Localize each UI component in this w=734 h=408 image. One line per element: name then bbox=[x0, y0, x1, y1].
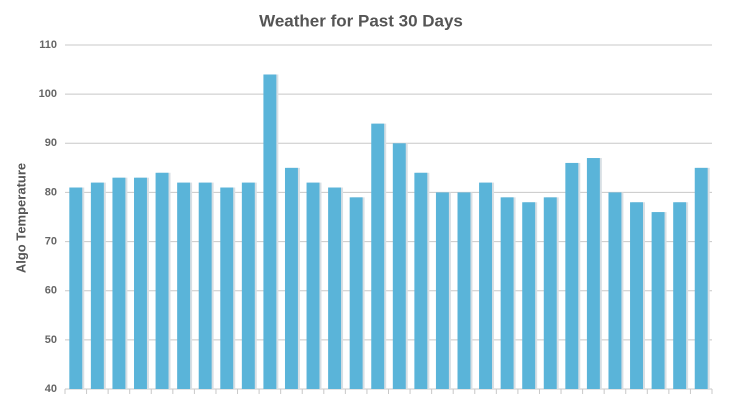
bar bbox=[565, 162, 579, 389]
y-axis-label: Algo Temperature bbox=[13, 163, 28, 273]
bar bbox=[651, 212, 665, 389]
bar bbox=[673, 202, 687, 389]
bar bbox=[608, 192, 622, 389]
bar bbox=[177, 182, 191, 389]
y-tick-label: 110 bbox=[39, 39, 57, 51]
bar bbox=[586, 158, 600, 389]
bar bbox=[543, 197, 557, 389]
bar bbox=[90, 182, 104, 389]
bar bbox=[371, 123, 385, 389]
bar bbox=[328, 187, 342, 389]
y-tick-label: 40 bbox=[45, 383, 57, 395]
bar bbox=[69, 187, 83, 389]
y-tick-label: 70 bbox=[45, 235, 57, 247]
bar bbox=[479, 182, 493, 389]
bar bbox=[155, 172, 169, 389]
chart-title: Weather for Past 30 Days bbox=[259, 11, 463, 30]
bar bbox=[457, 192, 471, 389]
bar bbox=[500, 197, 514, 389]
bar bbox=[263, 74, 277, 389]
bar bbox=[630, 202, 643, 389]
bar bbox=[198, 182, 212, 389]
bar bbox=[306, 182, 320, 389]
bar bbox=[112, 177, 126, 389]
y-tick-label: 60 bbox=[45, 285, 57, 297]
bar bbox=[694, 167, 708, 389]
y-tick-label: 100 bbox=[39, 88, 57, 100]
bar bbox=[284, 167, 298, 389]
y-tick-label: 50 bbox=[45, 334, 57, 346]
bar bbox=[349, 197, 363, 389]
bar bbox=[220, 187, 234, 389]
bar bbox=[414, 172, 428, 389]
bar bbox=[522, 202, 536, 389]
bar bbox=[392, 143, 406, 389]
bar bbox=[435, 192, 449, 389]
y-tick-label: 90 bbox=[45, 137, 57, 149]
y-tick-label: 80 bbox=[45, 186, 57, 198]
bar bbox=[134, 177, 147, 389]
bar bbox=[241, 182, 255, 389]
